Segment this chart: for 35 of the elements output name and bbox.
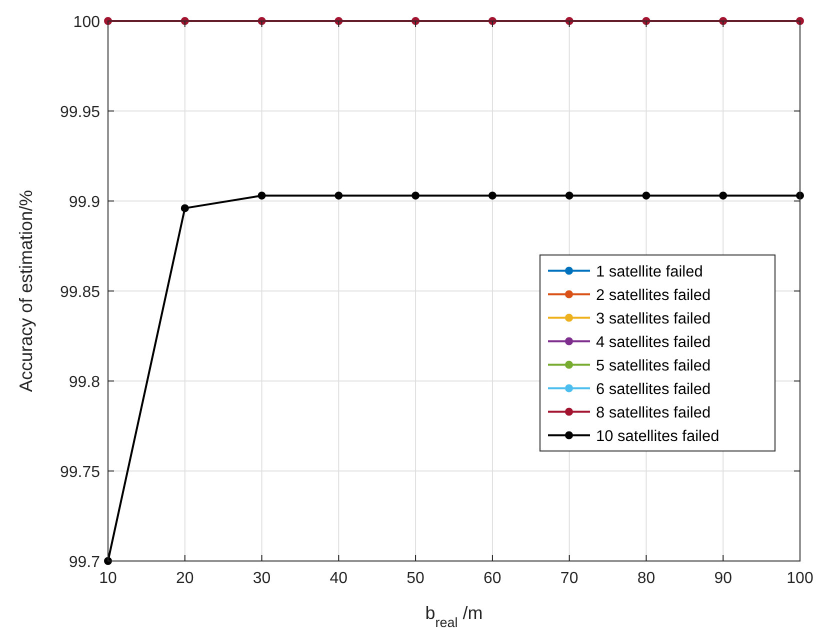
legend-label: 4 satellites failed (596, 334, 711, 351)
legend-label: 2 satellites failed (596, 286, 711, 304)
x-tick-label: 90 (714, 570, 732, 587)
x-tick-label: 50 (406, 570, 425, 587)
legend-label: 3 satellites failed (596, 310, 711, 328)
point (719, 192, 728, 200)
x-axis-title: b$_{real}$ /m (425, 603, 483, 630)
legend-label: 1 satellite failed (596, 263, 703, 280)
point (488, 192, 496, 200)
y-tick-label: 100 (73, 14, 100, 31)
x-tick-label: 10 (99, 570, 117, 587)
y-axis-title: Accuracy of estimation/% (16, 190, 36, 392)
point (412, 192, 420, 200)
x-tick-label: 60 (484, 570, 502, 587)
x-tick-label: 20 (176, 570, 194, 587)
point (565, 192, 574, 200)
point (258, 192, 266, 200)
y-tick-label: 99.9 (68, 194, 100, 211)
legend-label: 6 satellites failed (596, 380, 711, 398)
legend-label: 5 satellites failed (596, 357, 711, 374)
y-tick-label: 99.85 (60, 284, 100, 301)
legend-label: 10 satellites failed (596, 428, 720, 445)
x-tick-label: 40 (330, 570, 348, 587)
y-tick-label: 99.8 (68, 374, 100, 391)
x-tick-label: 100 (786, 570, 814, 587)
x-tick-label: 30 (252, 570, 271, 587)
legend-label: 8 satellites failed (596, 404, 711, 422)
y-tick-label: 99.95 (60, 104, 100, 121)
x-tick-label: 80 (637, 570, 656, 587)
y-tick-label: 99.75 (60, 464, 100, 481)
x-tick-label: 70 (560, 570, 578, 587)
point (334, 192, 343, 200)
point (642, 192, 650, 200)
point (180, 204, 189, 212)
y-tick-label: 99.7 (68, 554, 100, 571)
